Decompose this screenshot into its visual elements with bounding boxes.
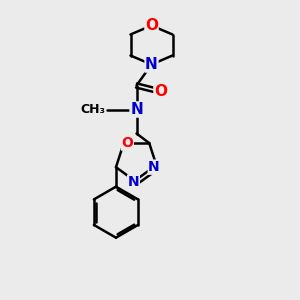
Text: O: O <box>122 136 133 150</box>
Text: N: N <box>130 102 143 117</box>
Text: O: O <box>154 84 167 99</box>
Text: N: N <box>148 160 160 174</box>
Text: N: N <box>145 57 158 72</box>
Text: N: N <box>128 175 139 189</box>
Text: O: O <box>145 18 158 33</box>
Text: CH₃: CH₃ <box>80 103 105 116</box>
